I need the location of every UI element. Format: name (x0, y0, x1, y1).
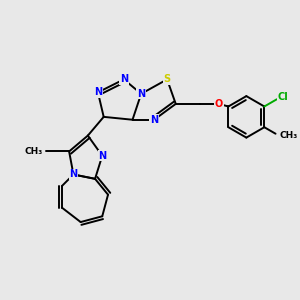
Text: N: N (69, 169, 77, 179)
Text: N: N (94, 87, 102, 98)
Text: CH₃: CH₃ (279, 131, 297, 140)
Text: O: O (215, 99, 223, 109)
Text: N: N (137, 89, 145, 99)
Text: Cl: Cl (278, 92, 289, 102)
Text: S: S (164, 74, 171, 84)
Text: CH₃: CH₃ (25, 147, 43, 156)
Text: N: N (98, 151, 106, 161)
Text: N: N (150, 115, 158, 125)
Text: N: N (120, 74, 128, 84)
